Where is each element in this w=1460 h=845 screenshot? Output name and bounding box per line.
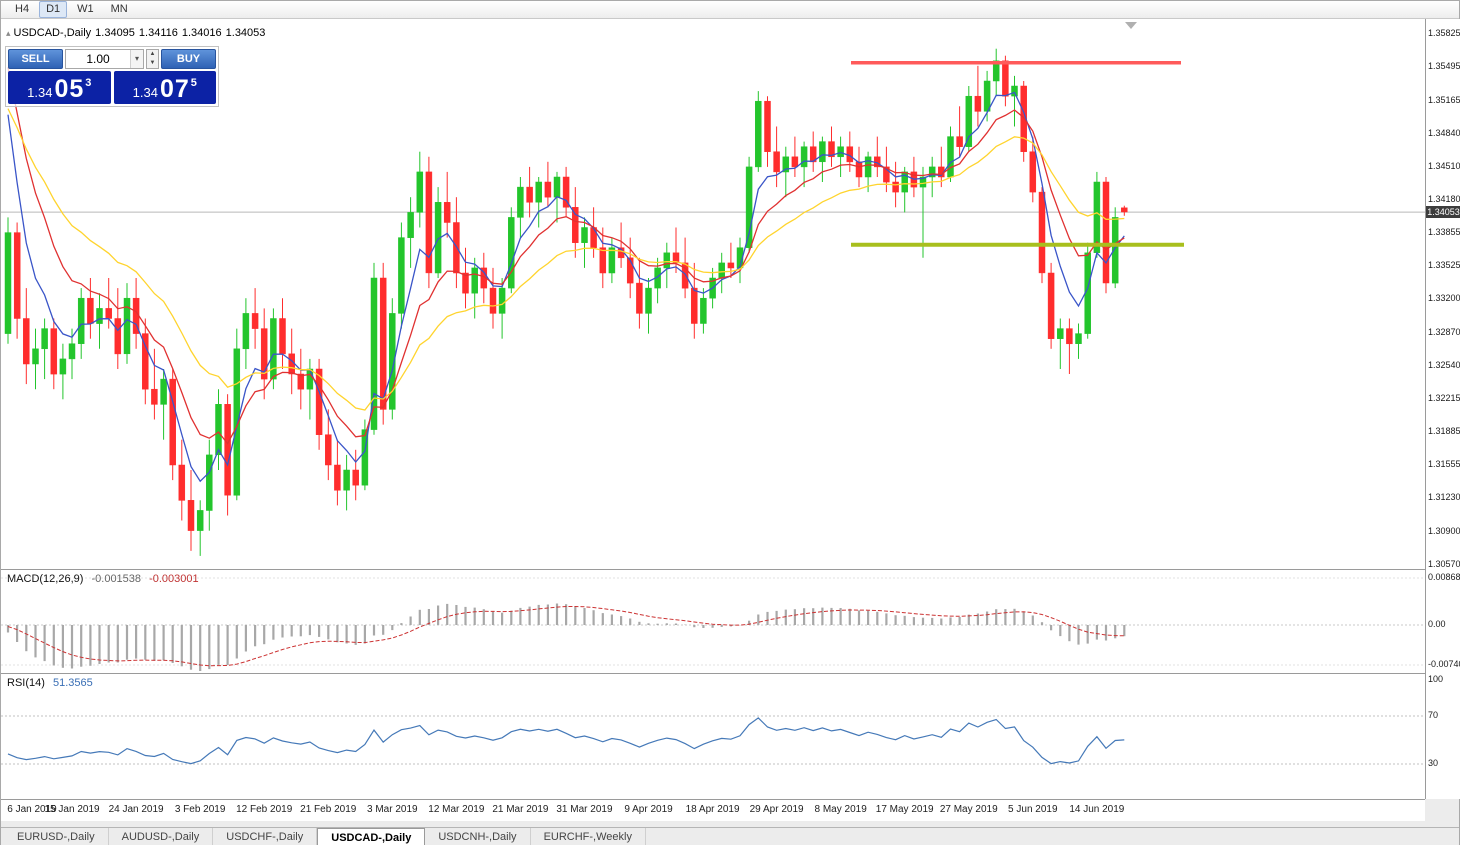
date-axis-label: 14 Jun 2019: [1069, 804, 1125, 815]
volume-dropdown-icon[interactable]: ▾: [130, 50, 143, 68]
price-axis-label: 1.32540: [1428, 359, 1460, 370]
chart-title: ▴ USDCAD-,Daily 1.34095 1.34116 1.34016 1.340…: [6, 27, 269, 39]
date-axis[interactable]: 6 Jan 2019 15 Jan 2019 24 Jan 2019 3 Feb 20…: [1, 799, 1425, 821]
tab-eurchf-weekly[interactable]: EURCHF-,Weekly: [531, 828, 646, 845]
price-axis-label: 1.31885: [1428, 426, 1460, 437]
ohlc-low: 1.34016: [181, 27, 222, 39]
buy-price-sup: 5: [190, 77, 197, 89]
date-axis-label: 5 Jun 2019: [1008, 804, 1058, 815]
price-axis[interactable]: 1.34053 1.35825 1.35495 1.35165 1.34840 1.34…: [1425, 19, 1460, 799]
macd-chart-canvas[interactable]: [1, 570, 1425, 673]
rsi-value: 51.3565: [52, 677, 93, 689]
date-axis-label: 15 Jan 2019: [44, 804, 100, 815]
price-pane[interactable]: ▴ USDCAD-,Daily 1.34095 1.34116 1.34016 1.340…: [1, 19, 1425, 569]
buy-button[interactable]: BUY: [161, 49, 216, 69]
candlestick-chart-canvas[interactable]: [1, 19, 1425, 569]
price-axis-label: 1.32870: [1428, 326, 1460, 337]
macd-axis-label: 0.008686: [1428, 572, 1460, 582]
rsi-label: RSI(14): [7, 677, 45, 689]
macd-main-value: -0.001538: [91, 573, 142, 585]
price-axis-label: 1.32215: [1428, 392, 1460, 403]
timeframe-toolbar: H4 D1 W1 MN: [1, 1, 1459, 19]
sell-price-display[interactable]: 1.34 05 3: [8, 71, 111, 104]
ohlc-high: 1.34116: [138, 27, 178, 39]
date-axis-label: 21 Feb 2019: [300, 804, 357, 815]
ohlc-open: 1.34095: [95, 27, 135, 39]
tab-usdchf-daily[interactable]: USDCHF-,Daily: [213, 828, 318, 845]
date-axis-label: 17 May 2019: [875, 804, 934, 815]
rsi-chart-canvas[interactable]: [1, 674, 1425, 799]
date-axis-label: 18 Apr 2019: [685, 804, 740, 815]
date-axis-label: 9 Apr 2019: [624, 804, 673, 815]
sell-button[interactable]: SELL: [8, 49, 63, 69]
price-axis-label: 1.33200: [1428, 293, 1460, 304]
sell-price-sup: 3: [85, 77, 92, 89]
macd-axis-label: 0.00: [1428, 618, 1446, 629]
tab-audusd-daily[interactable]: AUDUSD-,Daily: [109, 828, 214, 845]
date-axis-label: 3 Mar 2019: [367, 804, 418, 815]
macd-pane[interactable]: MACD(12,26,9) -0.001538 -0.003001: [1, 569, 1425, 673]
current-price-badge: 1.34053: [1426, 206, 1460, 219]
timeframe-h4-button[interactable]: H4: [15, 3, 30, 15]
rsi-header: RSI(14) 51.3565: [7, 677, 93, 689]
collapse-icon[interactable]: ▴: [6, 28, 11, 38]
chart-symbol-label: USDCAD-,Daily: [13, 27, 92, 39]
chart-tabbar: EURUSD-,Daily AUDUSD-,Daily USDCHF-,Dail…: [1, 827, 1459, 845]
date-axis-label: 3 Feb 2019: [174, 804, 226, 815]
volume-up-icon[interactable]: ▲: [149, 51, 156, 57]
buy-price-big: 07: [159, 75, 190, 103]
date-axis-label: 6 Jan 2019: [7, 804, 57, 815]
ohlc-close: 1.34053: [225, 27, 266, 39]
price-axis-label: 1.31555: [1428, 459, 1460, 470]
date-axis-label: 12 Mar 2019: [428, 804, 485, 815]
macd-label: MACD(12,26,9): [7, 573, 84, 585]
rsi-pane[interactable]: RSI(14) 51.3565: [1, 673, 1425, 799]
date-axis-label: 29 Apr 2019: [749, 804, 804, 815]
price-axis-label: 1.33855: [1428, 227, 1460, 238]
price-axis-label: 1.34840: [1428, 127, 1460, 138]
date-axis-label: 31 Mar 2019: [556, 804, 613, 815]
macd-axis-label: -0.007404: [1428, 659, 1460, 669]
price-axis-label: 1.35165: [1428, 94, 1460, 105]
price-axis-label: 1.35495: [1428, 61, 1460, 72]
date-axis-label: 27 May 2019: [939, 804, 998, 815]
volume-input[interactable]: 1.00 ▾: [65, 49, 144, 69]
sell-price-big: 05: [54, 75, 85, 103]
macd-header: MACD(12,26,9) -0.001538 -0.003001: [7, 573, 199, 585]
volume-value[interactable]: 1.00: [86, 52, 110, 66]
price-axis-label: 1.33525: [1428, 260, 1460, 271]
buy-price-prefix: 1.34: [132, 85, 158, 100]
date-axis-label: 24 Jan 2019: [108, 804, 164, 815]
date-axis-label: 21 Mar 2019: [492, 804, 549, 815]
timeframe-w1-button[interactable]: W1: [77, 3, 94, 15]
date-axis-label: 12 Feb 2019: [236, 804, 293, 815]
tab-usdcad-daily[interactable]: USDCAD-,Daily: [317, 828, 426, 845]
price-axis-label: 1.34510: [1428, 160, 1460, 171]
rsi-axis-label: 70: [1428, 710, 1439, 720]
timeframe-mn-button[interactable]: MN: [110, 3, 128, 15]
price-axis-label: 1.30570: [1428, 559, 1460, 569]
rsi-axis-label: 100: [1428, 674, 1444, 684]
buy-price-display[interactable]: 1.34 07 5: [113, 71, 216, 104]
price-axis-label: 1.34180: [1428, 194, 1460, 205]
price-axis-label: 1.30900: [1428, 525, 1460, 536]
rsi-axis-label: 30: [1428, 758, 1439, 768]
tab-usdcnh-daily[interactable]: USDCNH-,Daily: [425, 828, 531, 845]
macd-signal-value: -0.003001: [149, 573, 199, 585]
timeframe-d1-button[interactable]: D1: [39, 1, 68, 18]
volume-down-icon[interactable]: ▼: [149, 60, 156, 66]
one-click-trade-panel: SELL 1.00 ▾ ▲ ▼ BUY 1.34 05 3 1.34: [5, 46, 219, 107]
price-axis-label: 1.31230: [1428, 492, 1460, 503]
price-axis-label: 1.35825: [1428, 28, 1460, 38]
tab-eurusd-daily[interactable]: EURUSD-,Daily: [4, 828, 109, 845]
sell-price-prefix: 1.34: [27, 85, 53, 100]
date-axis-label: 8 May 2019: [814, 804, 867, 815]
volume-stepper[interactable]: ▲ ▼: [146, 49, 159, 69]
